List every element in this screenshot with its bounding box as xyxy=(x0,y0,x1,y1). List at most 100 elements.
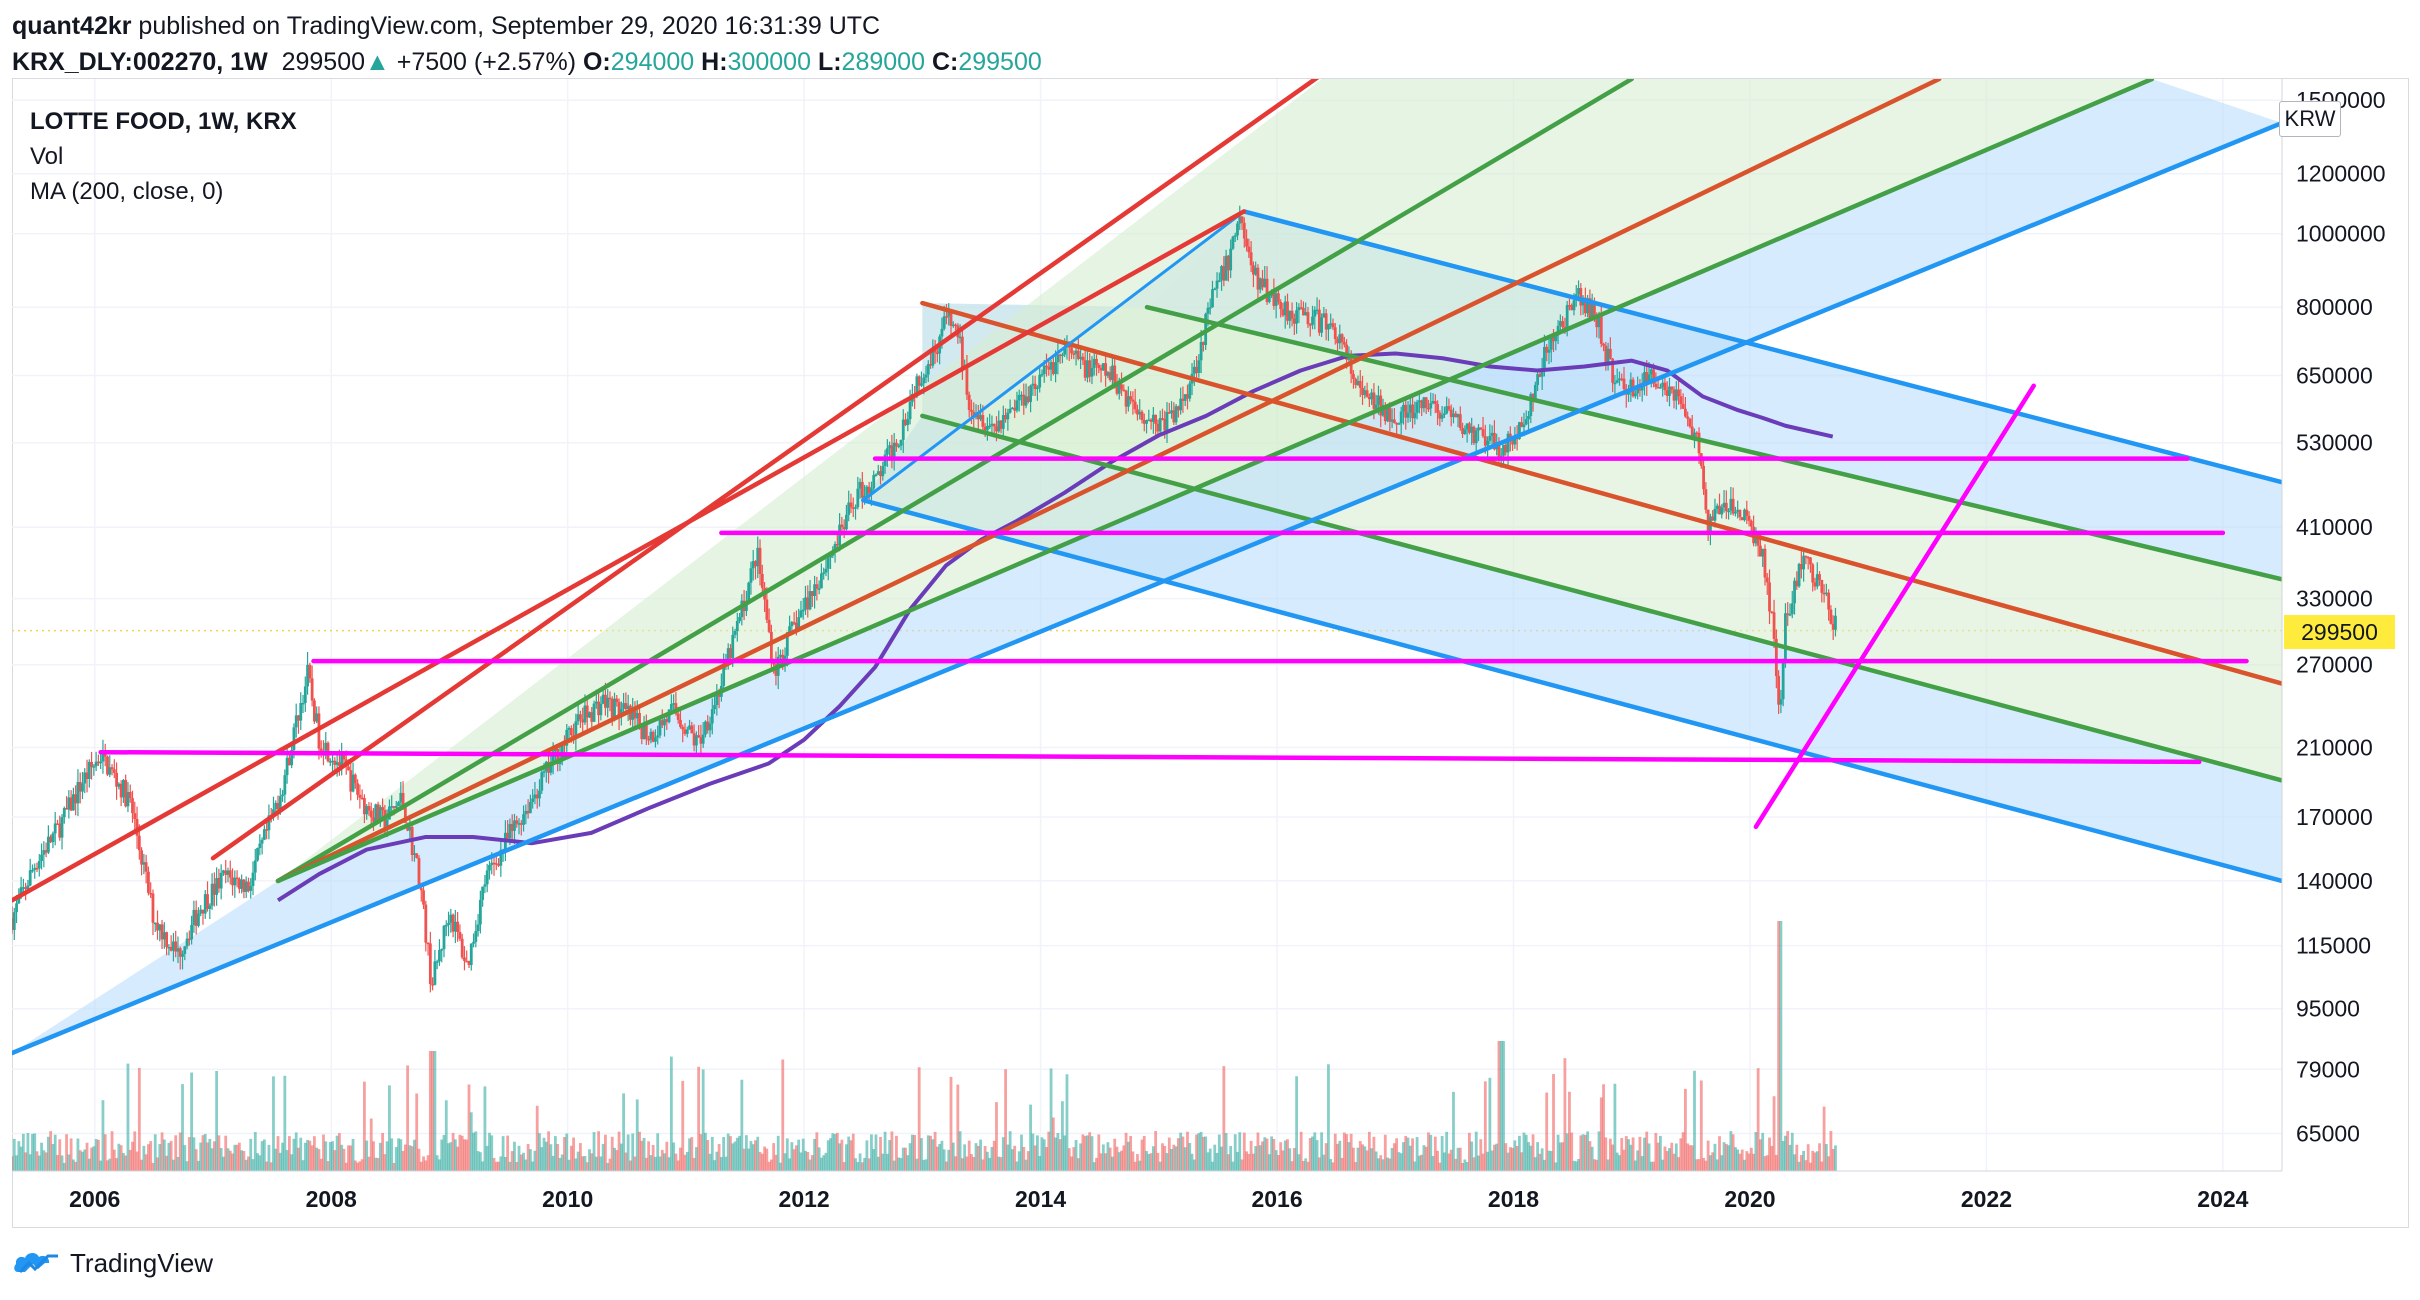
volume-bar xyxy=(556,1143,560,1171)
candle-body xyxy=(699,737,703,744)
candle-body xyxy=(85,772,89,779)
candle-body xyxy=(1036,387,1039,390)
volume-bar xyxy=(1556,1134,1560,1171)
volume-bar xyxy=(558,1157,562,1171)
candle-body xyxy=(508,823,512,839)
volume-bar xyxy=(1561,1142,1565,1171)
tradingview-brand[interactable]: TradingView xyxy=(70,1247,214,1278)
volume-bar xyxy=(508,1161,512,1171)
asc-pitchfork-median-line[interactable] xyxy=(275,79,1942,884)
candle-body xyxy=(1186,394,1189,399)
candle-body xyxy=(1274,293,1278,306)
volume-bar xyxy=(24,1152,28,1171)
volume-bar xyxy=(110,1131,114,1171)
candle-body xyxy=(1006,412,1010,420)
horizontal-level-line[interactable] xyxy=(98,749,2202,765)
volume-bar xyxy=(1665,1151,1669,1171)
volume-bar xyxy=(167,1142,171,1171)
candle-body xyxy=(735,621,739,632)
candle-body xyxy=(1788,614,1792,616)
volume-bar xyxy=(631,1133,635,1171)
candle-body xyxy=(347,766,350,771)
volume-bar xyxy=(1192,1159,1196,1171)
candle-body xyxy=(147,871,150,893)
candle-body xyxy=(856,488,860,508)
volume-bar xyxy=(476,1151,480,1171)
legend-ma[interactable]: MA (200, close, 0) xyxy=(30,178,224,205)
legend-title[interactable]: LOTTE FOOD, 1W, KRX xyxy=(30,108,297,135)
candle-body xyxy=(1383,405,1387,422)
volume-bar xyxy=(451,1133,455,1171)
candle-body xyxy=(494,863,498,865)
candle-body xyxy=(222,870,225,873)
candle-body xyxy=(424,904,428,943)
desc-pitchfork-upper-line[interactable] xyxy=(1241,209,2282,485)
volume-bar xyxy=(199,1142,203,1171)
candle-body xyxy=(190,924,194,940)
volume-bar xyxy=(1572,1160,1576,1171)
volume-bar xyxy=(174,1135,178,1171)
chart-frame[interactable] xyxy=(12,78,2409,1228)
volume-bar xyxy=(1072,1147,1076,1171)
volume-bar xyxy=(1524,1134,1528,1171)
volume-bar xyxy=(1506,1152,1510,1171)
volume-bar xyxy=(715,1151,719,1171)
candle-body xyxy=(754,561,757,567)
volume-bar xyxy=(1199,1131,1203,1171)
volume-bar xyxy=(731,1143,735,1171)
volume-bar xyxy=(1834,1145,1837,1171)
asc-pitchfork-lower-line[interactable] xyxy=(12,120,2282,1056)
asc-pitchfork-upper-line[interactable] xyxy=(210,22,1395,861)
volume-bar xyxy=(1170,1148,1173,1171)
volume-bar xyxy=(933,1131,937,1171)
candle-body xyxy=(378,807,382,821)
volume-bar xyxy=(1179,1132,1183,1171)
candle-body xyxy=(1070,347,1073,354)
volume-bar xyxy=(717,1144,721,1171)
candle-body xyxy=(1054,362,1057,374)
candle-body xyxy=(599,703,603,716)
volume-bar xyxy=(253,1132,257,1171)
candle-body xyxy=(365,806,369,815)
volume-bar xyxy=(1608,1138,1612,1171)
asc-fill-lower xyxy=(12,79,2282,1054)
volume-bar xyxy=(85,1142,89,1171)
volume-bar xyxy=(1529,1145,1533,1171)
volume-bar xyxy=(820,1157,823,1171)
desc-pitchfork-lower-line[interactable] xyxy=(861,497,2282,884)
asc-pitchfork-green-lower-line[interactable] xyxy=(275,79,2155,884)
asc-pitchfork-green-upper-line[interactable] xyxy=(275,79,1634,884)
volume-bar xyxy=(1606,1159,1610,1171)
candle-body xyxy=(704,721,707,735)
volume-bar xyxy=(976,1145,980,1171)
candle-body xyxy=(1547,349,1551,353)
candle-body xyxy=(40,854,43,862)
volume-bar xyxy=(958,1131,962,1171)
desc-pitchfork-green-lower-line[interactable] xyxy=(920,413,2282,783)
candle-body xyxy=(1811,564,1815,583)
legend-volume[interactable]: Vol xyxy=(30,143,64,170)
volume-bar xyxy=(870,1134,873,1171)
candle-body xyxy=(65,808,68,810)
candle-body xyxy=(253,860,257,873)
volume-bar xyxy=(481,1161,485,1171)
volume-bar xyxy=(929,1135,932,1171)
desc-pitchfork-handle-line[interactable] xyxy=(861,209,1246,502)
candle-body xyxy=(156,922,159,931)
volume-bar xyxy=(419,1161,423,1171)
red-trendline[interactable] xyxy=(12,209,1247,903)
volume-bar xyxy=(1358,1141,1362,1171)
tradingview-logo-icon[interactable] xyxy=(12,1246,64,1280)
candle-body xyxy=(867,486,871,494)
author-name[interactable]: quant42kr xyxy=(12,12,132,40)
candle-body xyxy=(1022,394,1026,406)
candle-body xyxy=(172,941,175,951)
support-trendline[interactable] xyxy=(1753,383,2036,830)
candle-body xyxy=(1806,557,1810,559)
currency-label[interactable]: KRW xyxy=(2279,101,2341,137)
volume-bar xyxy=(651,1144,655,1171)
candle-body xyxy=(287,757,291,766)
candle-body xyxy=(1586,298,1590,314)
drawings-layer[interactable] xyxy=(12,22,2282,1056)
